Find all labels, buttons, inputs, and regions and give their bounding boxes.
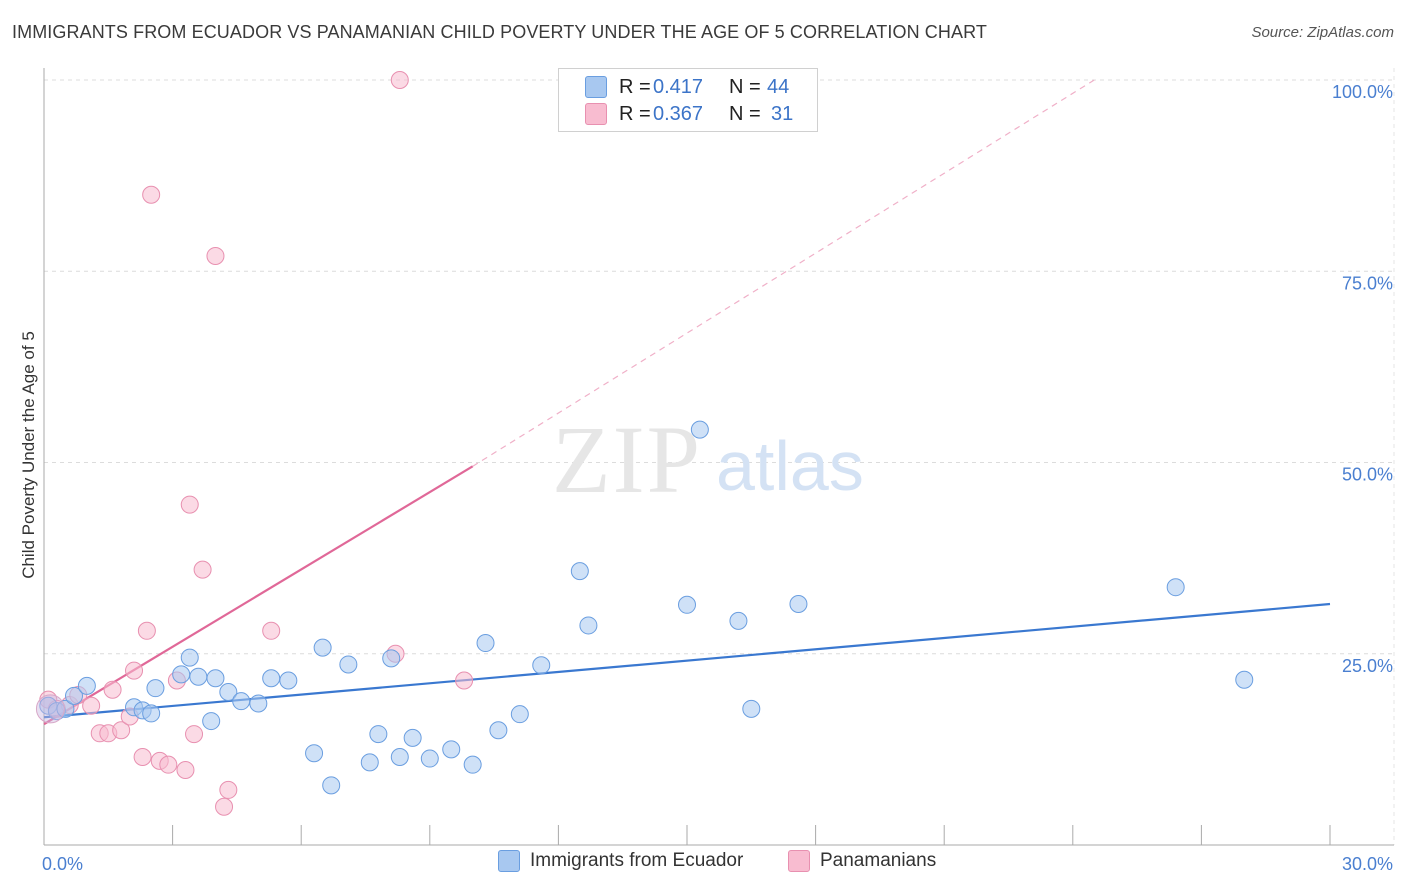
bottom-legend-swatch-ecuador <box>498 850 520 872</box>
data-point <box>382 649 401 668</box>
data-point <box>678 595 696 614</box>
y-tick-label: 50.0% <box>1342 465 1393 485</box>
data-point <box>1235 670 1254 689</box>
data-point <box>249 694 268 713</box>
data-point <box>125 661 144 680</box>
data-point <box>420 749 439 768</box>
data-point <box>82 696 101 715</box>
x-tick-label: 0.0% <box>42 854 83 874</box>
x-tick-label: 30.0% <box>1342 854 1393 874</box>
legend: R = 0.417 N = 44 R = 0.367 N = 31 <box>558 68 818 132</box>
data-point <box>215 797 234 816</box>
data-point <box>489 721 508 740</box>
data-point <box>322 776 341 795</box>
legend-n-label: N = <box>729 102 761 125</box>
watermark: ZIP atlas <box>552 406 864 513</box>
y-tick-label: 25.0% <box>1342 656 1393 676</box>
trend-lines <box>43 79 1331 726</box>
legend-n-value: 44 <box>767 75 790 98</box>
data-points <box>35 71 1254 816</box>
data-point <box>176 761 195 780</box>
axes <box>43 68 1394 846</box>
data-point <box>455 671 474 690</box>
data-point <box>313 638 332 657</box>
data-point <box>262 621 281 640</box>
data-point <box>305 744 324 763</box>
data-point <box>193 560 212 579</box>
data-point <box>339 655 358 674</box>
data-point <box>442 740 461 759</box>
data-point <box>219 780 238 799</box>
data-point <box>185 725 204 744</box>
data-point <box>133 748 152 767</box>
data-point <box>403 728 422 747</box>
bottom-legend-panamanians: Panamanians <box>788 850 936 872</box>
data-point <box>112 721 131 740</box>
data-point <box>159 755 178 774</box>
data-point <box>65 686 84 705</box>
legend-n-value: 31 <box>771 102 794 125</box>
y-tick-label: 100.0% <box>1332 82 1393 102</box>
trend-line-dashed-1 <box>472 79 1095 467</box>
legend-n-label: N = <box>729 75 761 98</box>
data-point <box>103 680 122 699</box>
data-point <box>690 420 709 439</box>
legend-r-label: R = <box>619 102 651 125</box>
watermark-atlas: atlas <box>716 427 864 505</box>
data-point <box>35 694 65 724</box>
data-point <box>570 562 589 581</box>
y-axis-label: Child Poverty Under the Age of 5 <box>19 331 38 579</box>
data-point <box>510 705 529 724</box>
data-point <box>532 656 551 675</box>
data-point <box>729 611 748 630</box>
data-point <box>172 665 191 684</box>
data-point <box>219 683 238 701</box>
data-point <box>279 671 298 690</box>
data-point <box>360 753 379 772</box>
data-point <box>463 755 482 774</box>
data-point <box>146 679 165 698</box>
legend-swatch-panamanians <box>585 103 607 125</box>
watermark-zip: ZIP <box>552 406 702 513</box>
data-point <box>206 246 225 265</box>
bottom-legend-label-ecuador: Immigrants from Ecuador <box>530 850 744 871</box>
data-point <box>142 704 161 723</box>
bottom-legend-ecuador: Immigrants from Ecuador <box>498 850 743 872</box>
data-point <box>390 748 409 767</box>
legend-r-value: 0.417 <box>653 75 704 98</box>
tick-labels: 25.0% 50.0% 75.0% 100.0% 0.0% 30.0% <box>42 82 1393 874</box>
data-point <box>789 595 808 614</box>
data-point <box>262 669 281 688</box>
data-point <box>202 712 221 731</box>
data-point <box>56 699 75 718</box>
data-point <box>742 699 761 718</box>
data-point <box>137 621 156 640</box>
data-point <box>1166 578 1185 597</box>
bottom-legend-swatch-panamanians <box>788 850 810 872</box>
data-point <box>180 495 199 514</box>
data-point <box>206 669 225 688</box>
data-point <box>77 676 96 695</box>
data-point <box>390 71 409 89</box>
legend-r-value: 0.367 <box>653 102 704 125</box>
data-point <box>180 648 199 667</box>
data-point <box>232 692 251 711</box>
data-point <box>369 725 388 744</box>
data-point <box>579 616 598 635</box>
trend-line-1 <box>43 465 474 726</box>
legend-swatch-ecuador <box>585 76 607 98</box>
bottom-legend-label-panamanians: Panamanians <box>820 850 937 871</box>
y-tick-label: 75.0% <box>1342 273 1393 293</box>
chart-title: IMMIGRANTS FROM ECUADOR VS PANAMANIAN CH… <box>12 22 987 42</box>
data-point <box>142 185 161 204</box>
legend-r-label: R = <box>619 75 651 98</box>
data-point <box>476 634 495 653</box>
data-point <box>189 667 208 686</box>
source-label: Source: ZipAtlas.com <box>1251 24 1394 41</box>
